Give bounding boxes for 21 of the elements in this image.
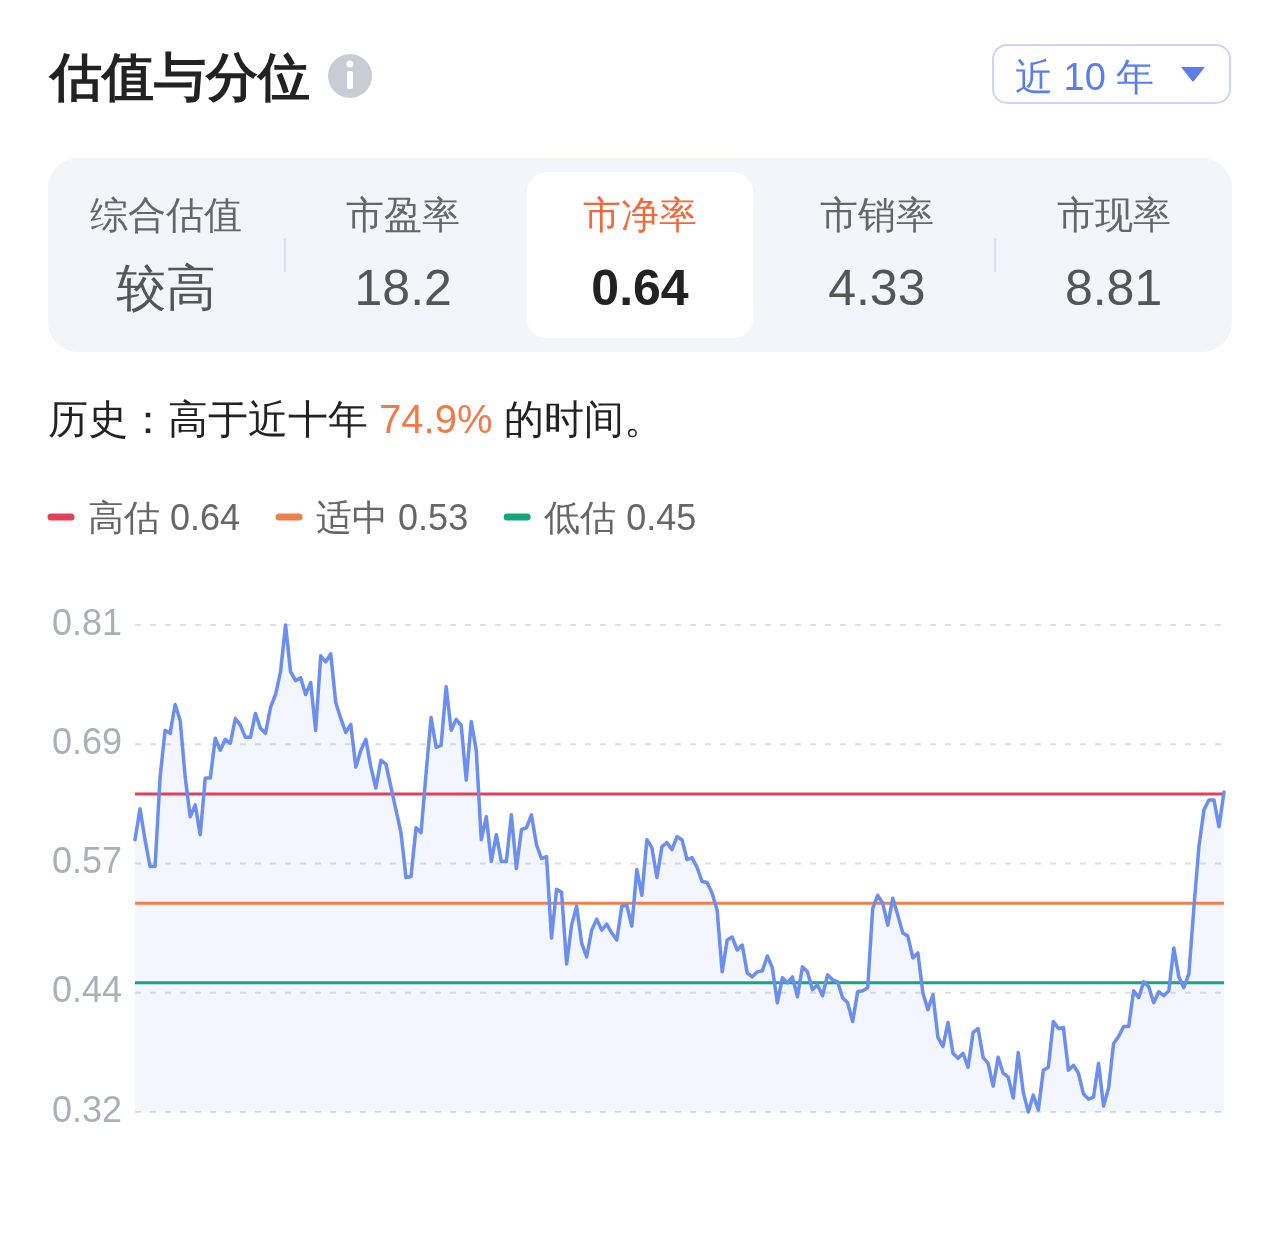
text: 市净率 — [583, 194, 697, 236]
legend-label: 低估 0.45 — [544, 497, 697, 538]
text: 市现率 — [1056, 194, 1171, 236]
text: 0.64 — [591, 260, 689, 316]
chart-title: 估值与分位 — [48, 48, 310, 106]
text: 市销率 — [819, 194, 934, 236]
y-tick-label: 0.57 — [51, 840, 122, 882]
legend-label: 高估 0.64 — [88, 497, 241, 538]
chart-subtitle: 历史：高于近十年 74.9% 的时间。 — [48, 397, 664, 441]
text: 较高 — [116, 260, 217, 316]
y-tick-label: 0.44 — [51, 969, 122, 1011]
legend-label: 适中 0.53 — [316, 497, 469, 538]
y-tick-label: 0.69 — [51, 720, 122, 762]
text: 市盈率 — [346, 194, 461, 236]
y-tick-label: 0.32 — [51, 1088, 122, 1130]
text: 近 10 年 — [1015, 56, 1155, 98]
text: 18.2 — [354, 260, 452, 316]
text: 4.33 — [828, 260, 926, 316]
text: 8.81 — [1064, 260, 1163, 316]
y-tick-label: 0.81 — [51, 601, 122, 643]
text: 综合估值 — [90, 194, 243, 236]
